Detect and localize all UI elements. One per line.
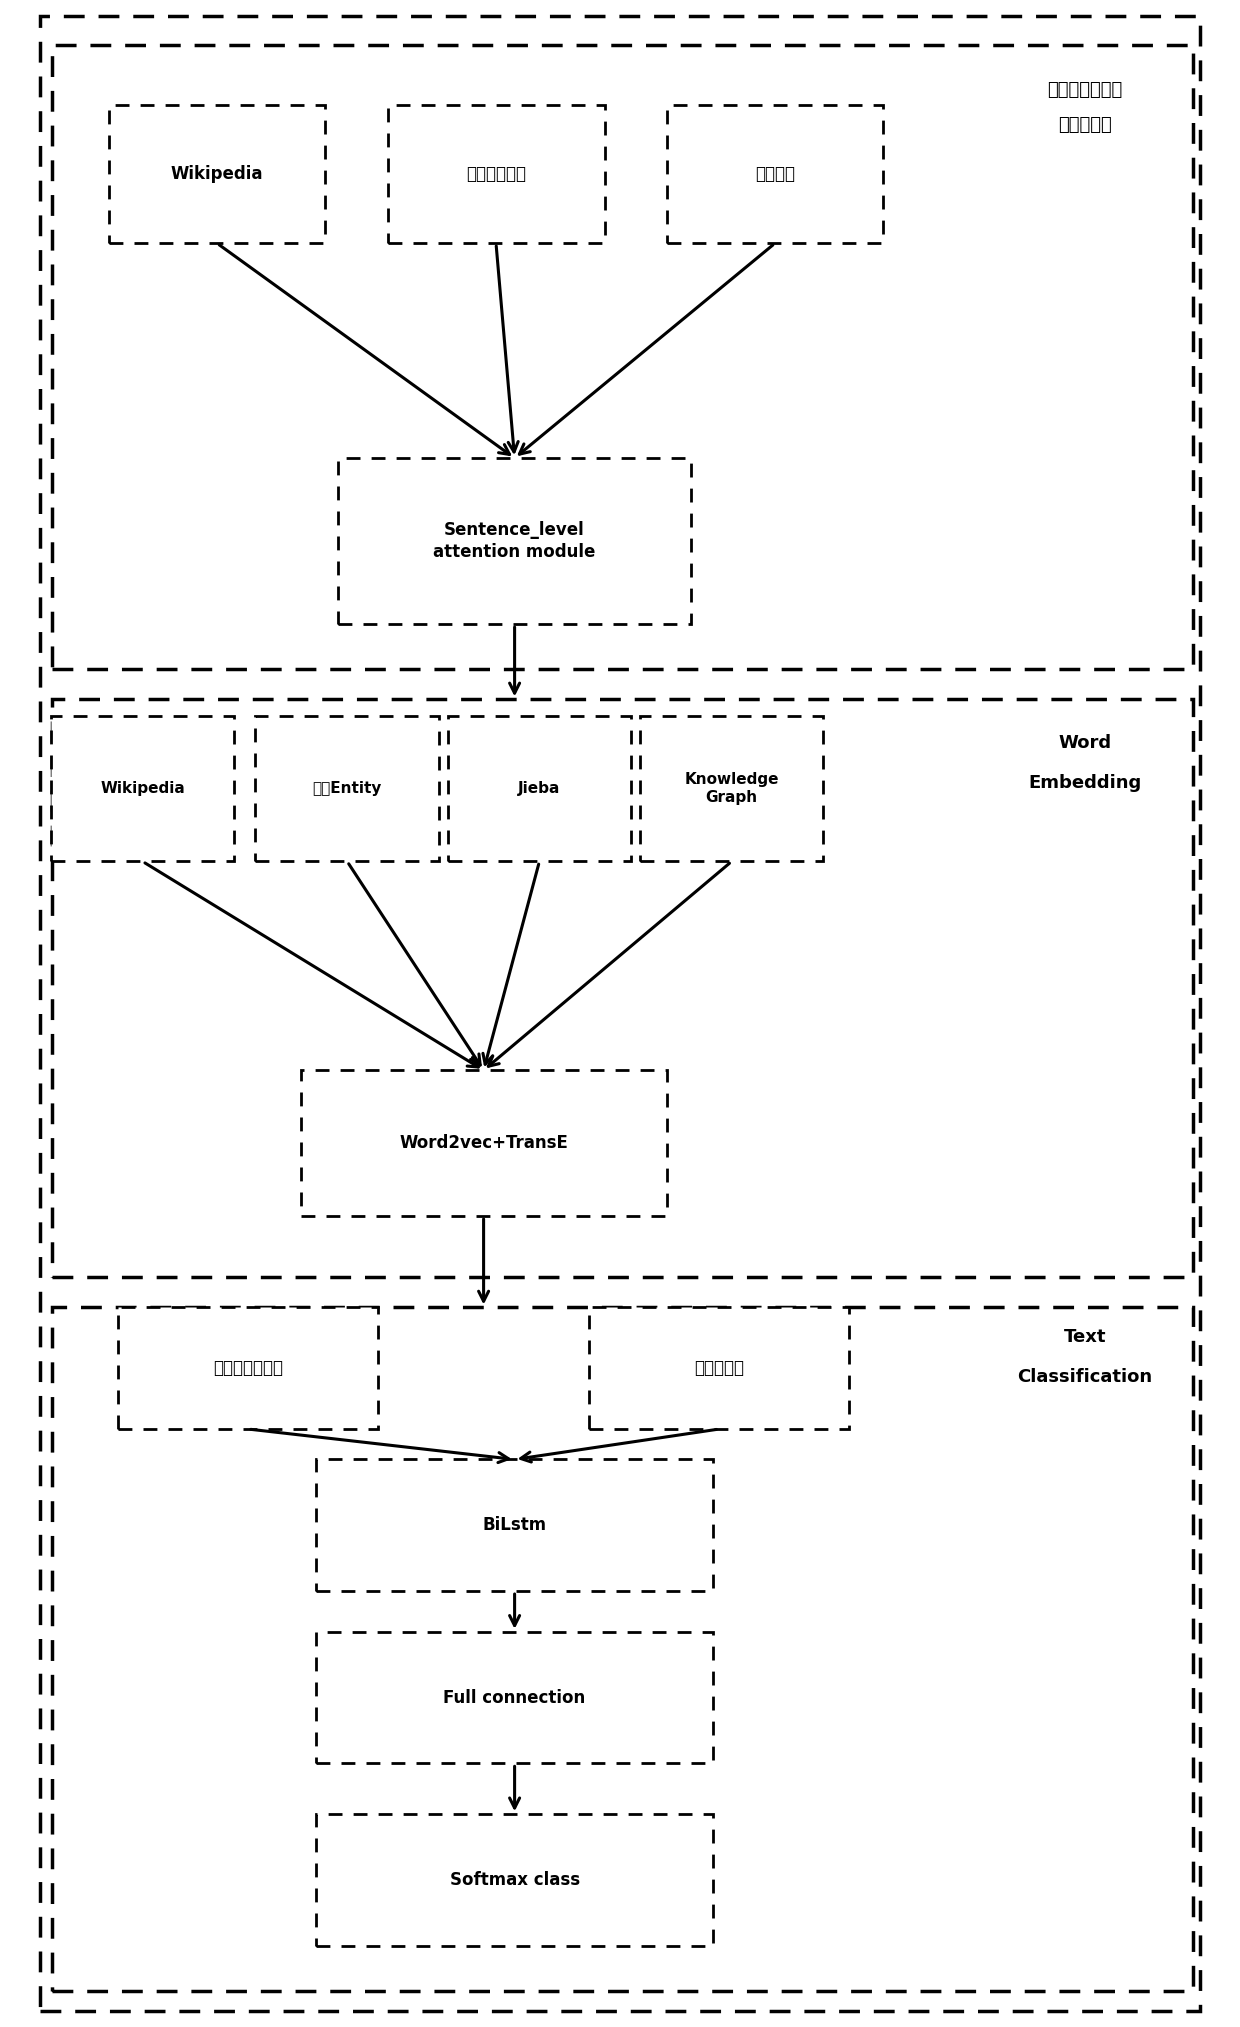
Text: 少量实体关系: 少量实体关系 <box>466 166 526 182</box>
Text: Classification: Classification <box>1018 1368 1152 1386</box>
Text: 少量实体关系！: 少量实体关系！ <box>213 1360 283 1376</box>
Text: BiLstm: BiLstm <box>482 1516 547 1534</box>
Text: Knowledge
Graph: Knowledge Graph <box>684 772 779 805</box>
Text: Embedding: Embedding <box>1028 774 1142 793</box>
Text: Sentence_level
attention module: Sentence_level attention module <box>434 521 595 561</box>
FancyBboxPatch shape <box>667 105 883 243</box>
Text: 基于远监督的实: 基于远监督的实 <box>1048 81 1122 99</box>
Text: 全部实体: 全部实体 <box>755 166 795 182</box>
FancyBboxPatch shape <box>51 716 234 861</box>
FancyBboxPatch shape <box>255 716 439 861</box>
FancyBboxPatch shape <box>316 1459 713 1591</box>
Text: 远监督样本: 远监督样本 <box>694 1360 744 1376</box>
Text: 体关系挖掘: 体关系挖掘 <box>1058 116 1112 134</box>
FancyBboxPatch shape <box>640 716 823 861</box>
Text: Wikipedia: Wikipedia <box>171 166 263 182</box>
FancyBboxPatch shape <box>301 1070 667 1216</box>
FancyBboxPatch shape <box>387 105 605 243</box>
Text: Full connection: Full connection <box>444 1688 585 1707</box>
FancyBboxPatch shape <box>109 105 325 243</box>
Text: Wikipedia: Wikipedia <box>100 780 185 797</box>
FancyBboxPatch shape <box>118 1307 378 1429</box>
FancyBboxPatch shape <box>337 458 691 624</box>
Text: Text: Text <box>1064 1328 1106 1346</box>
Text: Softmax class: Softmax class <box>450 1871 579 1889</box>
Text: Word2vec+TransE: Word2vec+TransE <box>399 1135 568 1151</box>
Text: Word: Word <box>1059 734 1111 752</box>
FancyBboxPatch shape <box>589 1307 849 1429</box>
Text: Jieba: Jieba <box>518 780 560 797</box>
Text: 全部Entity: 全部Entity <box>312 780 382 797</box>
FancyBboxPatch shape <box>316 1814 713 1946</box>
FancyBboxPatch shape <box>448 716 631 861</box>
FancyBboxPatch shape <box>316 1632 713 1763</box>
